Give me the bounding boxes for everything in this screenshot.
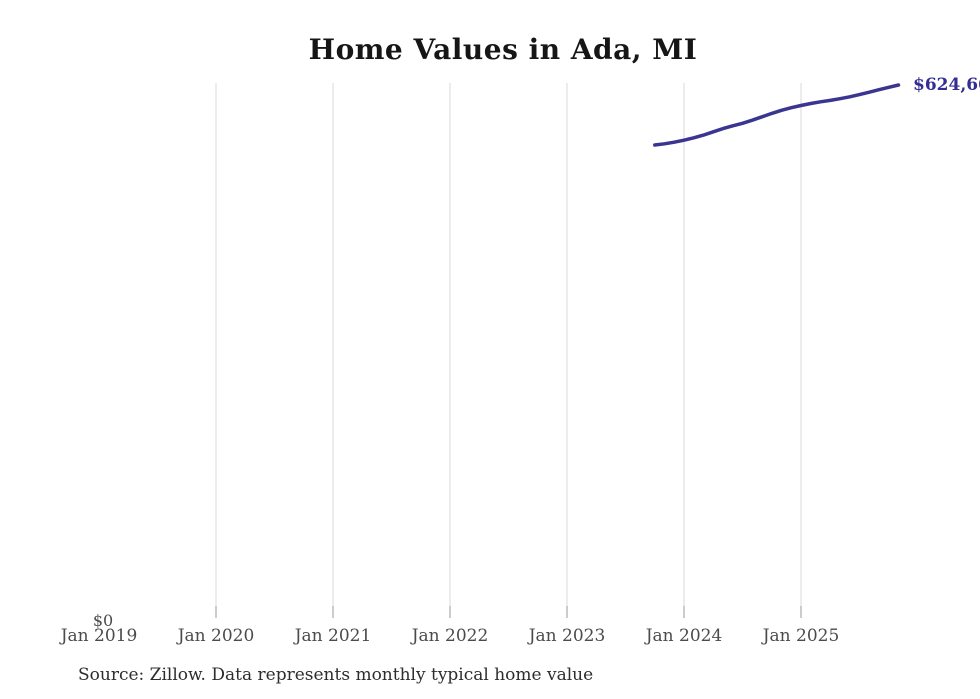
axis-ticks-group xyxy=(215,606,802,618)
chart-title: Home Values in Ada, MI xyxy=(308,33,698,66)
latest-value-label: $624,660 xyxy=(913,75,980,95)
x-axis-label-2022: Jan 2022 xyxy=(410,626,489,646)
source-note: Source: Zillow. Data represents monthly … xyxy=(78,665,594,685)
x-axis-label-2024: Jan 2024 xyxy=(644,626,723,646)
x-axis-label-2025: Jan 2025 xyxy=(761,626,840,646)
x-axis-label-2020: Jan 2020 xyxy=(176,626,255,646)
x-axis-label-2019: Jan 2019 xyxy=(59,626,138,646)
x-axis-label-2021: Jan 2021 xyxy=(293,626,372,646)
x-axis-label-2023: Jan 2023 xyxy=(527,626,606,646)
gridlines-group xyxy=(215,83,802,618)
home-value-line xyxy=(653,83,901,147)
y-axis-zero-label: $0 xyxy=(93,611,113,630)
x-axis-labels-group: Jan 2019 Jan 2020 Jan 2021 Jan 2022 Jan 2023… xyxy=(59,626,840,646)
